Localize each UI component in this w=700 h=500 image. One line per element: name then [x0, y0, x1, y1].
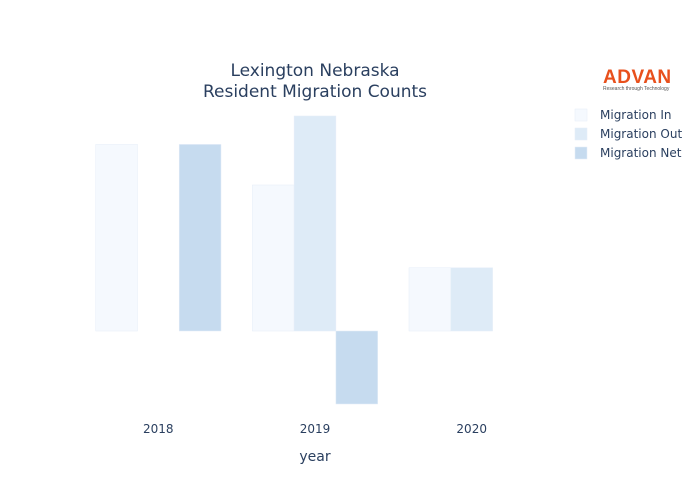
legend-label-migration-out[interactable]: Migration Out — [600, 127, 682, 141]
bar-migration-in-2020 — [408, 267, 452, 332]
bar-migration-net-2018 — [178, 144, 222, 332]
x-axis-ticks: 2018 2019 2020 — [143, 422, 487, 436]
bar-migration-in-2019 — [252, 184, 295, 332]
bar-migration-net-2019 — [335, 330, 378, 405]
logo-tagline: Research through Technology — [603, 86, 670, 92]
legend-swatch-migration-net[interactable] — [574, 146, 588, 160]
legend-swatch-migration-in[interactable] — [574, 108, 588, 122]
x-tick-label: 2020 — [456, 422, 487, 436]
legend-label-migration-net[interactable]: Migration Net — [600, 146, 682, 160]
chart-title-line2: Resident Migration Counts — [203, 82, 427, 102]
x-tick-label: 2018 — [143, 422, 174, 436]
chart-title-line1: Lexington Nebraska — [230, 61, 399, 81]
legend-swatch-migration-out[interactable] — [574, 127, 588, 141]
logo-wordmark: ADVAN — [603, 67, 672, 88]
advan-logo: ADVAN Research through Technology — [603, 67, 672, 92]
legend: Migration In Migration Out Migration Net — [574, 108, 682, 160]
bar-migration-out-2020 — [450, 267, 493, 332]
bars-group — [95, 115, 493, 405]
x-axis-title: year — [299, 449, 330, 465]
x-tick-label: 2019 — [300, 422, 331, 436]
bar-migration-in-2018 — [95, 144, 138, 332]
bar-migration-out-2019 — [293, 115, 337, 332]
legend-label-migration-in[interactable]: Migration In — [600, 108, 672, 122]
